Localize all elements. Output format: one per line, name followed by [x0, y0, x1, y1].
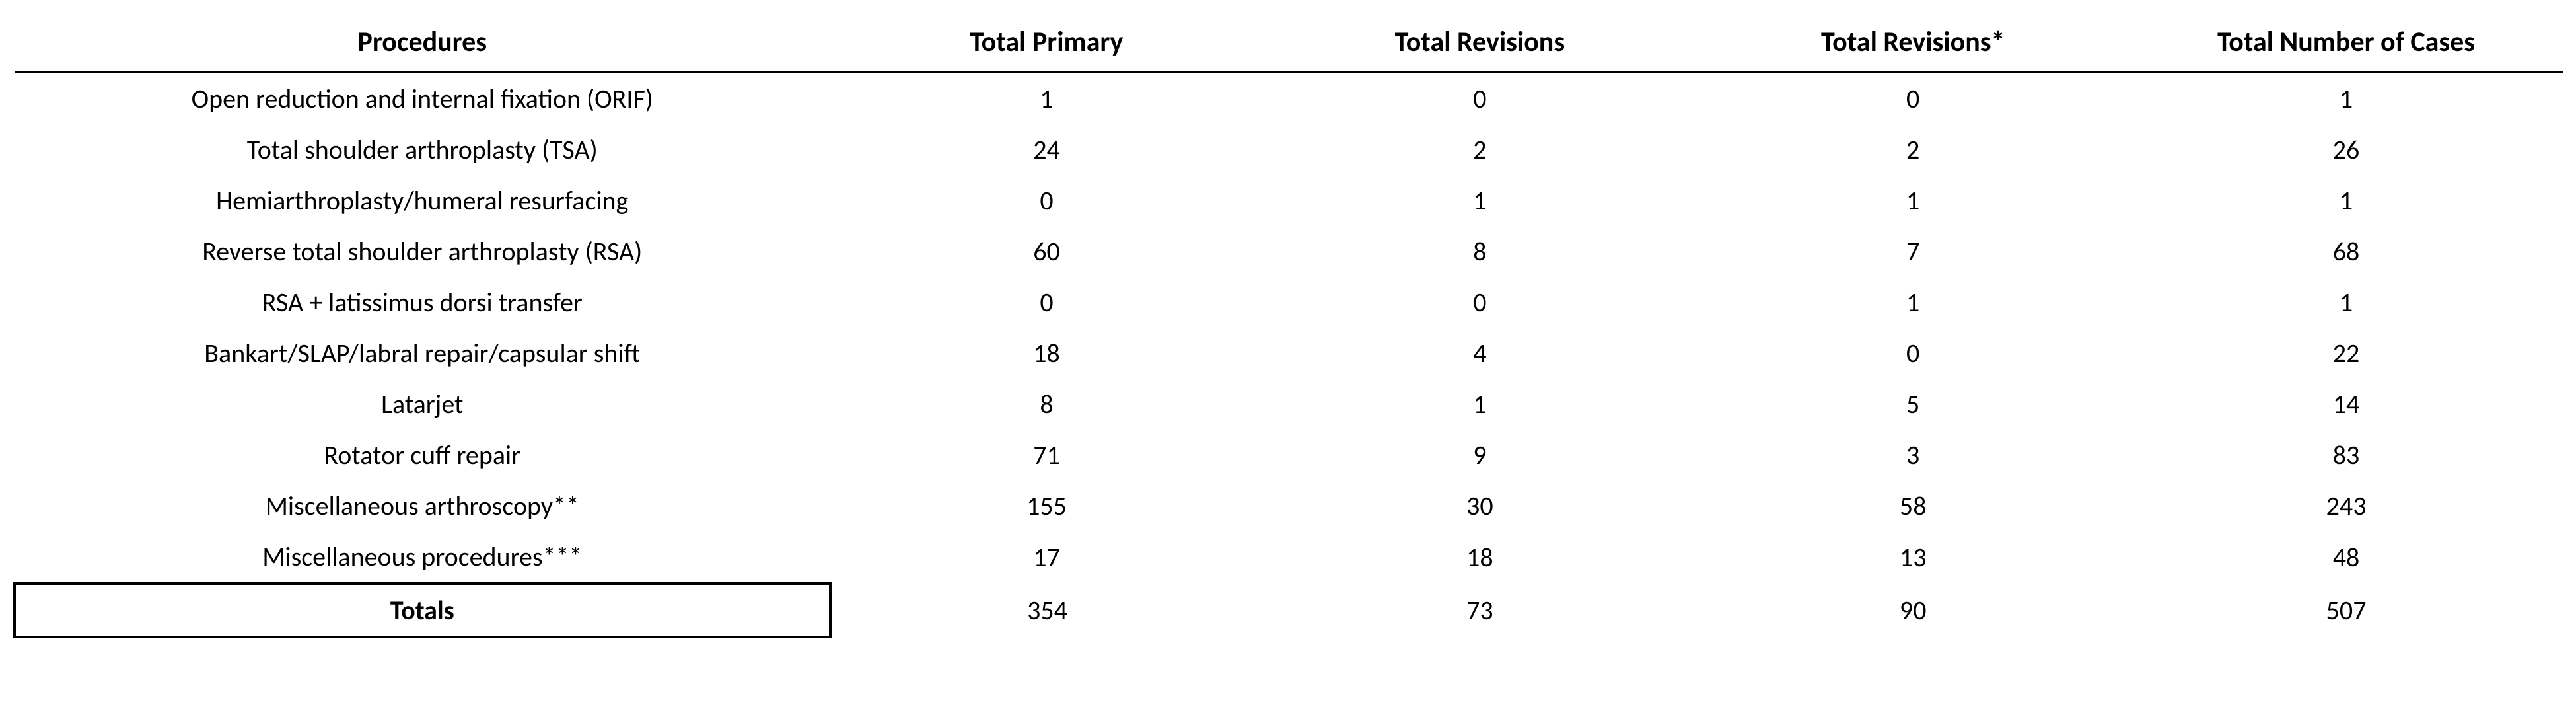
procedures-table: Procedures Total Primary Total Revisions… — [13, 13, 2563, 638]
cell-primary: 24 — [830, 124, 1264, 175]
cell-revisions: 0 — [1263, 72, 1696, 124]
header-row: Procedures Total Primary Total Revisions… — [15, 13, 2563, 72]
cell-procedure: Miscellaneous arthroscopy** — [15, 480, 830, 531]
cell-primary: 155 — [830, 480, 1264, 531]
cell-primary: 60 — [830, 226, 1264, 277]
totals-primary: 354 — [830, 584, 1264, 637]
cell-revisions-star: 2 — [1696, 124, 2129, 175]
cell-primary: 17 — [830, 531, 1264, 584]
table-row: Hemiarthroplasty/humeral resurfacing0111 — [15, 175, 2563, 226]
cell-total: 243 — [2129, 480, 2563, 531]
cell-revisions: 1 — [1263, 175, 1696, 226]
cell-procedure: Rotator cuff repair — [15, 430, 830, 480]
cell-revisions: 4 — [1263, 328, 1696, 379]
col-total-primary: Total Primary — [830, 13, 1264, 72]
cell-revisions: 2 — [1263, 124, 1696, 175]
totals-row: Totals3547390507 — [15, 584, 2563, 637]
cell-primary: 0 — [830, 175, 1264, 226]
table-row: Miscellaneous arthroscopy**1553058243 — [15, 480, 2563, 531]
cell-primary: 71 — [830, 430, 1264, 480]
cell-revisions: 0 — [1263, 277, 1696, 328]
cell-total: 14 — [2129, 379, 2563, 430]
cell-procedure: Reverse total shoulder arthroplasty (RSA… — [15, 226, 830, 277]
cell-revisions: 8 — [1263, 226, 1696, 277]
totals-revisions: 73 — [1263, 584, 1696, 637]
cell-revisions-star: 0 — [1696, 72, 2129, 124]
cell-total: 1 — [2129, 277, 2563, 328]
cell-revisions: 30 — [1263, 480, 1696, 531]
cell-procedure: Miscellaneous procedures*** — [15, 531, 830, 584]
table-row: Miscellaneous procedures***17181348 — [15, 531, 2563, 584]
cell-revisions-star: 1 — [1696, 175, 2129, 226]
cell-revisions-star: 1 — [1696, 277, 2129, 328]
cell-revisions-star: 5 — [1696, 379, 2129, 430]
table-row: Open reduction and internal fixation (OR… — [15, 72, 2563, 124]
cell-total: 83 — [2129, 430, 2563, 480]
table-row: Rotator cuff repair719383 — [15, 430, 2563, 480]
cell-total: 1 — [2129, 72, 2563, 124]
cell-revisions-star: 3 — [1696, 430, 2129, 480]
cell-total: 22 — [2129, 328, 2563, 379]
cell-revisions: 1 — [1263, 379, 1696, 430]
cell-revisions: 9 — [1263, 430, 1696, 480]
cell-revisions-star: 13 — [1696, 531, 2129, 584]
totals-revisions-star: 90 — [1696, 584, 2129, 637]
cell-total: 48 — [2129, 531, 2563, 584]
cell-primary: 18 — [830, 328, 1264, 379]
table-row: RSA + latissimus dorsi transfer0011 — [15, 277, 2563, 328]
cell-procedure: Hemiarthroplasty/humeral resurfacing — [15, 175, 830, 226]
cell-procedure: RSA + latissimus dorsi transfer — [15, 277, 830, 328]
cell-revisions-star: 7 — [1696, 226, 2129, 277]
cell-total: 1 — [2129, 175, 2563, 226]
col-procedures: Procedures — [15, 13, 830, 72]
table-row: Reverse total shoulder arthroplasty (RSA… — [15, 226, 2563, 277]
cell-procedure: Bankart/SLAP/labral repair/capsular shif… — [15, 328, 830, 379]
cell-primary: 0 — [830, 277, 1264, 328]
table-row: Bankart/SLAP/labral repair/capsular shif… — [15, 328, 2563, 379]
cell-procedure: Open reduction and internal fixation (OR… — [15, 72, 830, 124]
table-row: Total shoulder arthroplasty (TSA)242226 — [15, 124, 2563, 175]
cell-procedure: Latarjet — [15, 379, 830, 430]
table-row: Latarjet81514 — [15, 379, 2563, 430]
cell-procedure: Total shoulder arthroplasty (TSA) — [15, 124, 830, 175]
totals-label: Totals — [15, 584, 830, 637]
cell-revisions-star: 0 — [1696, 328, 2129, 379]
cell-total: 26 — [2129, 124, 2563, 175]
cell-primary: 1 — [830, 72, 1264, 124]
col-total-cases: Total Number of Cases — [2129, 13, 2563, 72]
col-total-revisions: Total Revisions — [1263, 13, 1696, 72]
cell-total: 68 — [2129, 226, 2563, 277]
cell-revisions-star: 58 — [1696, 480, 2129, 531]
totals-total: 507 — [2129, 584, 2563, 637]
cell-primary: 8 — [830, 379, 1264, 430]
col-total-revisions-star: Total Revisions* — [1696, 13, 2129, 72]
cell-revisions: 18 — [1263, 531, 1696, 584]
